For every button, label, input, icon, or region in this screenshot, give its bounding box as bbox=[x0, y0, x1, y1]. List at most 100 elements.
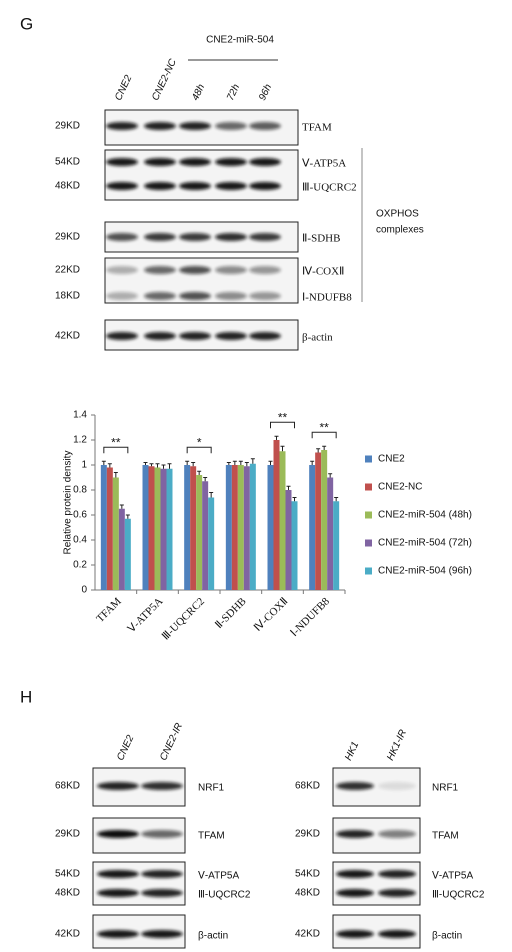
band bbox=[179, 158, 211, 166]
band bbox=[179, 182, 211, 190]
bar bbox=[160, 468, 167, 590]
band bbox=[97, 930, 139, 938]
protein-label: Ⅱ-SDHB bbox=[302, 233, 340, 245]
protein-label: NRF1 bbox=[432, 783, 459, 794]
lane-label: CNE2 bbox=[113, 73, 134, 102]
bar bbox=[142, 465, 149, 590]
significance-bracket bbox=[186, 446, 212, 454]
size-label: 68KD bbox=[295, 781, 320, 792]
size-label: 48KD bbox=[295, 888, 320, 899]
size-label: 29KD bbox=[55, 121, 80, 132]
band bbox=[179, 266, 211, 274]
band bbox=[215, 332, 247, 340]
protein-label: Ⅴ-ATP5A bbox=[198, 871, 239, 882]
size-label: 54KD bbox=[55, 157, 80, 168]
blot-box bbox=[104, 149, 299, 201]
band bbox=[249, 233, 281, 241]
error-bar bbox=[197, 470, 202, 475]
band bbox=[106, 122, 138, 130]
error-bar bbox=[185, 460, 190, 465]
legend-label: CNE2-miR-504 (72h) bbox=[378, 538, 472, 549]
error-bar bbox=[316, 448, 321, 453]
size-label: 42KD bbox=[55, 331, 80, 342]
band bbox=[249, 122, 281, 130]
band bbox=[249, 266, 281, 274]
y-tick-label: 0.4 bbox=[73, 535, 87, 546]
bar bbox=[267, 465, 274, 590]
protein-label: Ⅲ-UQCRC2 bbox=[432, 890, 485, 901]
bracket-label: OXPHOS bbox=[376, 209, 419, 220]
x-tick-label: Ⅳ-COXⅡ bbox=[252, 595, 291, 634]
error-bar bbox=[101, 460, 106, 465]
lane-label: CNE2-NC bbox=[150, 57, 179, 103]
lane-label: HK1 bbox=[343, 740, 361, 762]
y-tick-label: 1.2 bbox=[73, 435, 87, 446]
lane-label: HK1-IR bbox=[385, 728, 409, 762]
panel-label: H bbox=[20, 687, 32, 706]
error-bar bbox=[250, 458, 255, 464]
error-bar bbox=[268, 460, 273, 465]
error-bar bbox=[119, 504, 124, 509]
y-tick-label: 1.4 bbox=[73, 410, 87, 421]
size-label: 42KD bbox=[295, 929, 320, 940]
band bbox=[106, 233, 138, 241]
band bbox=[215, 122, 247, 130]
protein-label: TFAM bbox=[302, 122, 332, 134]
y-tick-label: 1 bbox=[81, 460, 87, 471]
significance-label: ** bbox=[278, 410, 288, 424]
error-bar bbox=[149, 463, 154, 467]
significance-bracket bbox=[311, 431, 337, 439]
panel-label: G bbox=[20, 14, 33, 33]
error-bar bbox=[226, 462, 231, 465]
significance-bracket bbox=[103, 446, 129, 454]
band bbox=[249, 292, 281, 300]
error-bar bbox=[292, 497, 297, 502]
band bbox=[179, 122, 211, 130]
group-label: CNE2-miR-504 bbox=[206, 35, 274, 46]
band bbox=[378, 930, 416, 938]
error-bar bbox=[143, 462, 148, 465]
band bbox=[179, 292, 211, 300]
bar bbox=[291, 501, 298, 590]
band bbox=[215, 292, 247, 300]
bar bbox=[243, 466, 250, 590]
legend-swatch bbox=[365, 539, 372, 547]
band bbox=[141, 889, 183, 897]
error-bar bbox=[310, 460, 315, 465]
band bbox=[141, 830, 183, 838]
bar bbox=[231, 465, 238, 590]
band bbox=[336, 870, 374, 878]
legend-label: CNE2-miR-504 (96h) bbox=[378, 566, 472, 577]
bar bbox=[309, 465, 316, 590]
bar bbox=[166, 468, 173, 590]
protein-label: Ⅴ-ATP5A bbox=[302, 158, 346, 170]
band bbox=[144, 182, 176, 190]
error-bar bbox=[107, 463, 112, 468]
band bbox=[336, 930, 374, 938]
size-label: 54KD bbox=[55, 869, 80, 880]
bar bbox=[148, 466, 155, 590]
band bbox=[336, 889, 374, 897]
protein-label: β-actin bbox=[302, 332, 333, 344]
protein-label: TFAM bbox=[198, 831, 225, 842]
band bbox=[378, 870, 416, 878]
error-bar bbox=[203, 477, 208, 482]
band bbox=[215, 266, 247, 274]
lane-label: CNE2-IR bbox=[158, 721, 185, 762]
error-bar bbox=[286, 485, 291, 490]
band bbox=[97, 870, 139, 878]
error-bar bbox=[322, 445, 327, 450]
bar bbox=[249, 463, 256, 590]
band bbox=[249, 332, 281, 340]
bar bbox=[285, 490, 292, 590]
band bbox=[144, 292, 176, 300]
band bbox=[378, 782, 416, 790]
error-bar bbox=[274, 435, 279, 440]
significance-label: ** bbox=[319, 420, 329, 434]
blot-box bbox=[332, 861, 421, 906]
protein-label: Ⅳ-COXⅡ bbox=[302, 266, 344, 278]
size-label: 68KD bbox=[55, 781, 80, 792]
legend-label: CNE2-NC bbox=[378, 482, 422, 493]
